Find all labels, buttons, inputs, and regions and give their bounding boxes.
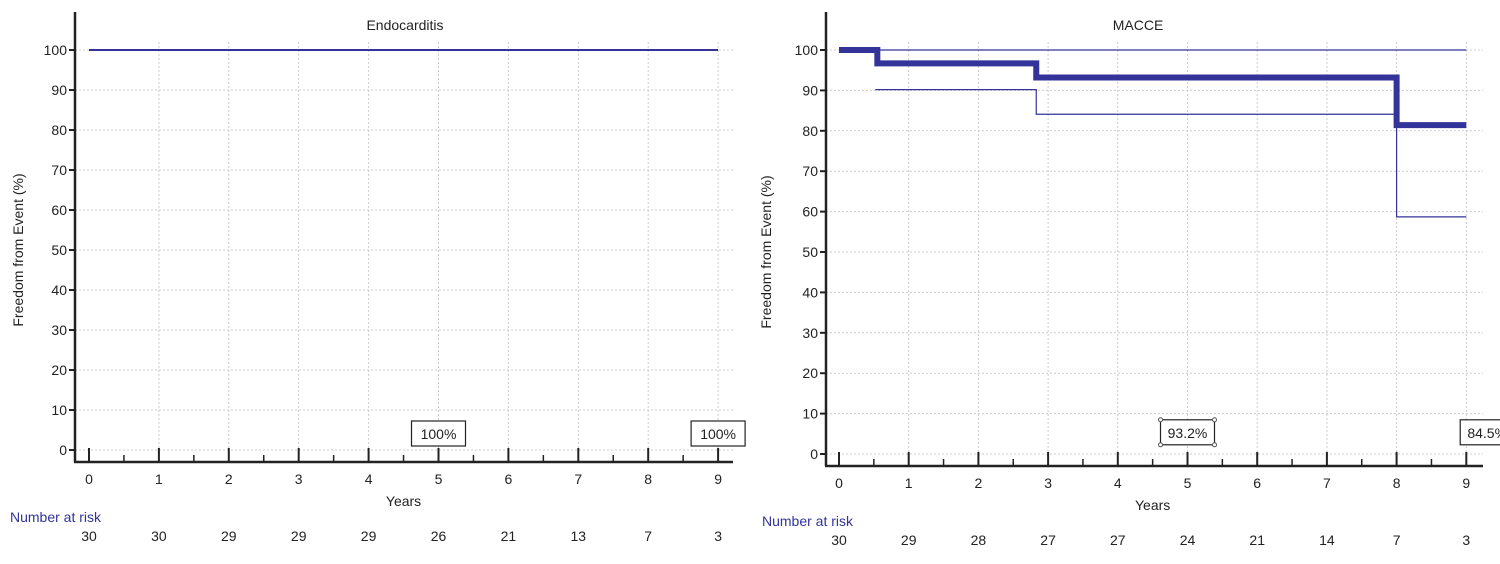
y-tick-label: 80 — [802, 123, 818, 139]
y-tick-label: 10 — [51, 402, 67, 418]
y-tick-label: 80 — [51, 122, 67, 138]
x-tick-label: 7 — [574, 471, 582, 487]
x-tick-label: 6 — [505, 471, 513, 487]
x-tick-label: 5 — [435, 471, 443, 487]
y-tick-label: 20 — [802, 365, 818, 381]
annotation-label: 100% — [700, 426, 736, 442]
chart-title: Endocarditis — [366, 17, 443, 33]
y-tick-label: 40 — [51, 282, 67, 298]
y-tick-label: 0 — [810, 446, 818, 462]
number-at-risk-value: 3 — [714, 528, 722, 544]
selection-handle — [1158, 442, 1163, 448]
number-at-risk-value: 30 — [831, 532, 847, 548]
y-tick-label: 60 — [51, 202, 67, 218]
chart-macce: 0 10 20 30 40 50 60 70 80 90 100 0 1 2 3 4 5 6 7 8 9 MACCE Yea… — [758, 12, 1500, 548]
x-tick-label: 2 — [975, 475, 983, 491]
chart-endocarditis: 0 10 20 30 40 50 60 70 80 90 100 0 1 2 3 4 5 6 7 8 9 Endocard… — [10, 12, 746, 544]
number-at-risk-value: 27 — [1040, 532, 1056, 548]
x-tick-label: 8 — [644, 471, 652, 487]
number-at-risk-value: 21 — [1249, 532, 1265, 548]
annotation-label: 93.2% — [1168, 425, 1208, 441]
x-tick-label: 3 — [1044, 475, 1052, 491]
annotation-box — [1159, 419, 1216, 446]
annotation-label: 84.5% — [1467, 425, 1500, 441]
y-tick-label: 20 — [51, 362, 67, 378]
number-at-risk-value: 3 — [1462, 532, 1470, 548]
y-tick-label: 50 — [802, 244, 818, 260]
y-tick-label: 10 — [802, 406, 818, 422]
y-tick-label: 70 — [802, 163, 818, 179]
y-axis-label: Freedom from Event (%) — [10, 173, 26, 326]
km-curve-survival — [839, 47, 1467, 129]
annotation-label: 100% — [421, 426, 457, 442]
number-at-risk-value: 13 — [571, 528, 587, 544]
number-at-risk-value: 29 — [221, 528, 237, 544]
y-axis-label: Freedom from Event (%) — [758, 175, 774, 328]
x-tick-label: 0 — [835, 475, 843, 491]
selection-handle — [1212, 417, 1217, 423]
number-at-risk-value: 30 — [81, 528, 97, 544]
x-tick-label: 5 — [1184, 475, 1192, 491]
number-at-risk-label: Number at risk — [762, 513, 854, 529]
number-at-risk-value: 7 — [644, 528, 652, 544]
number-at-risk-value: 27 — [1110, 532, 1126, 548]
x-tick-label: 1 — [155, 471, 163, 487]
annotation-box — [1459, 419, 1500, 446]
x-axis-label: Years — [386, 493, 421, 509]
km-curve-lower-ci — [875, 88, 1467, 218]
x-tick-label: 7 — [1323, 475, 1331, 491]
x-tick-label: 9 — [714, 471, 722, 487]
chart-title: MACCE — [1113, 17, 1164, 33]
annotation-box — [410, 420, 467, 447]
selection-handle — [1212, 442, 1217, 448]
x-tick-label: 9 — [1462, 475, 1470, 491]
x-tick-label: 6 — [1253, 475, 1261, 491]
y-tick-label: 40 — [802, 284, 818, 300]
number-at-risk-value: 24 — [1180, 532, 1196, 548]
x-tick-label: 4 — [1114, 475, 1122, 491]
y-tick-label: 90 — [51, 82, 67, 98]
number-at-risk-value: 21 — [501, 528, 517, 544]
y-tick-label: 100 — [44, 42, 68, 58]
y-tick-label: 50 — [51, 242, 67, 258]
x-tick-label: 2 — [225, 471, 233, 487]
y-tick-label: 100 — [795, 42, 819, 58]
number-at-risk-value: 29 — [361, 528, 377, 544]
number-at-risk-value: 14 — [1319, 532, 1335, 548]
y-tick-label: 30 — [802, 325, 818, 341]
x-axis-label: Years — [1135, 497, 1170, 513]
number-at-risk-value: 29 — [901, 532, 917, 548]
y-tick-label: 0 — [59, 442, 67, 458]
number-at-risk-value: 26 — [431, 528, 447, 544]
x-tick-label: 8 — [1393, 475, 1401, 491]
y-tick-label: 70 — [51, 162, 67, 178]
x-tick-label: 0 — [85, 471, 93, 487]
y-tick-label: 90 — [802, 82, 818, 98]
y-tick-label: 30 — [51, 322, 67, 338]
number-at-risk-value: 7 — [1393, 532, 1401, 548]
y-tick-label: 60 — [802, 204, 818, 220]
annotation-box — [690, 420, 746, 447]
x-tick-label: 3 — [295, 471, 303, 487]
x-tick-label: 1 — [905, 475, 913, 491]
number-at-risk-value: 30 — [151, 528, 167, 544]
number-at-risk-value: 28 — [971, 532, 987, 548]
number-at-risk-label: Number at risk — [10, 509, 102, 525]
number-at-risk-value: 29 — [291, 528, 307, 544]
x-tick-label: 4 — [365, 471, 373, 487]
selection-handle — [1158, 417, 1163, 423]
